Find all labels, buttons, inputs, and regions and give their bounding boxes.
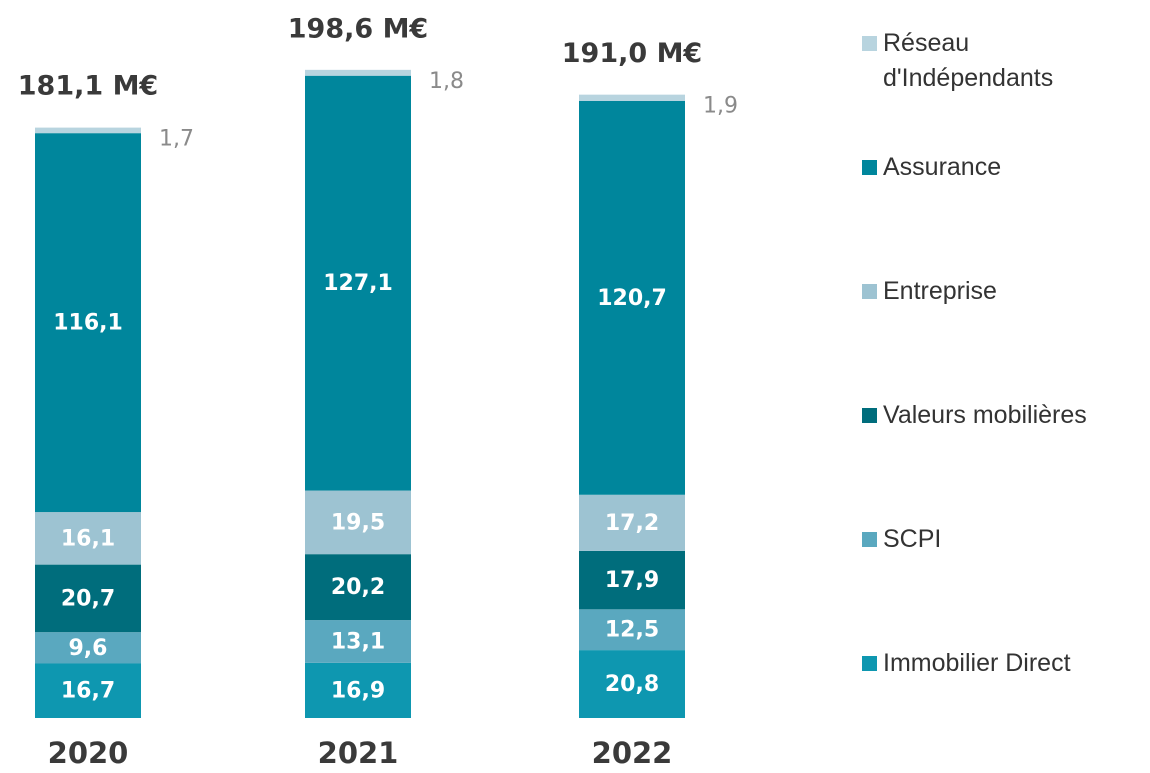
bar-segment (579, 550, 685, 610)
legend-label: Assurance (883, 153, 1002, 181)
legend-item: SCPI (862, 522, 941, 557)
value-label: 116,1 (53, 311, 123, 336)
value-label: 127,1 (323, 271, 393, 296)
bar-segment (35, 127, 141, 134)
legend-swatch (862, 532, 877, 547)
bar-segment (305, 69, 411, 76)
bar-segment (35, 512, 141, 565)
bar-segment (579, 94, 685, 101)
bar-segment (305, 662, 411, 718)
value-label: 13,1 (331, 629, 385, 654)
value-label: 16,9 (331, 678, 385, 703)
legend-swatch (862, 284, 877, 299)
bar-segment (579, 100, 685, 495)
value-label: 20,2 (331, 575, 385, 600)
bar-segment (35, 663, 141, 718)
value-label: 12,5 (605, 618, 659, 643)
legend-label: Valeurs mobilières (883, 401, 1087, 429)
bar-segment (579, 609, 685, 651)
value-label: 17,2 (605, 511, 659, 536)
legend-swatch (862, 408, 877, 423)
bar-segment (305, 75, 411, 491)
legend-label: Réseau d'Indépendants (883, 29, 1054, 92)
value-label: 1,8 (429, 69, 464, 94)
bar-segment (35, 133, 141, 513)
legend-item: Valeurs mobilières (862, 398, 1087, 433)
legend-swatch (862, 36, 877, 51)
x-tick-label: 2022 (592, 736, 673, 770)
legend-label: Immobilier Direct (883, 649, 1071, 677)
value-label: 9,6 (69, 636, 108, 661)
x-tick-label: 2020 (48, 736, 129, 770)
value-label: 20,8 (605, 672, 659, 697)
value-label: 19,5 (331, 510, 385, 535)
legend-item: Entreprise (862, 274, 997, 309)
total-label: 191,0 M€ (562, 38, 702, 69)
value-label: 1,7 (159, 127, 194, 152)
legend-swatch (862, 656, 877, 671)
legend-label: Entreprise (883, 277, 997, 305)
bar-segment (305, 490, 411, 555)
legend-label: SCPI (883, 525, 942, 553)
legend-item: Réseau d'Indépendants (862, 26, 1118, 96)
bar-segment (35, 632, 141, 664)
total-label: 198,6 M€ (288, 13, 428, 44)
value-label: 20,7 (61, 586, 115, 611)
total-label: 181,1 M€ (18, 70, 158, 101)
x-tick-label: 2021 (318, 736, 399, 770)
value-label: 120,7 (597, 286, 667, 311)
value-label: 1,9 (703, 94, 738, 119)
legend-item: Assurance (862, 150, 1001, 185)
bar-segment (305, 554, 411, 621)
bar-segment (579, 494, 685, 551)
value-label: 16,1 (61, 526, 115, 551)
legend-swatch (862, 160, 877, 175)
bar-segment (35, 564, 141, 633)
legend-item: Immobilier Direct (862, 646, 1071, 681)
value-label: 16,7 (61, 679, 115, 704)
bar-segment (579, 650, 685, 718)
value-label: 17,9 (605, 568, 659, 593)
bar-segment (305, 620, 411, 663)
